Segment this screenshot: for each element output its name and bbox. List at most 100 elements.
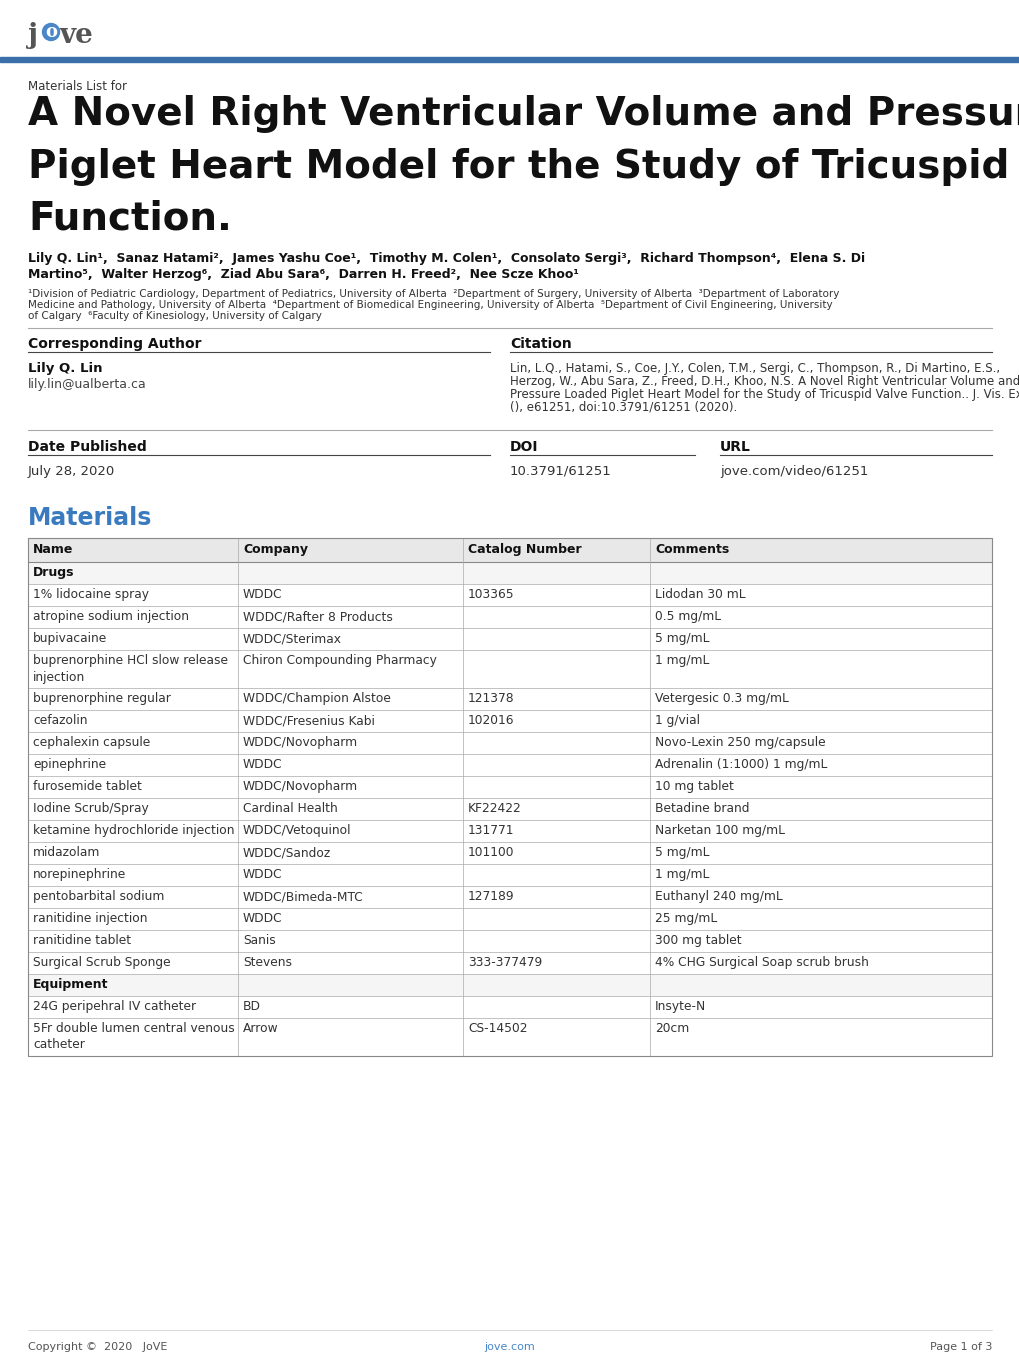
Bar bbox=[28, 885, 991, 909]
Text: WDDC/Champion Alstoe: WDDC/Champion Alstoe bbox=[243, 693, 390, 705]
Text: Comments: Comments bbox=[654, 543, 729, 555]
Text: ketamine hydrochloride injection: ketamine hydrochloride injection bbox=[33, 824, 234, 837]
Text: ve: ve bbox=[60, 22, 94, 49]
Text: WDDC/Novopharm: WDDC/Novopharm bbox=[243, 779, 358, 793]
Text: Lin, L.Q., Hatami, S., Coe, J.Y., Colen, T.M., Sergi, C., Thompson, R., Di Marti: Lin, L.Q., Hatami, S., Coe, J.Y., Colen,… bbox=[510, 363, 1000, 375]
Text: Page 1 of 3: Page 1 of 3 bbox=[928, 1342, 991, 1353]
Text: 5 mg/mL: 5 mg/mL bbox=[654, 846, 709, 860]
Bar bbox=[0, 57, 1019, 62]
Text: buprenorphine HCl slow release
injection: buprenorphine HCl slow release injection bbox=[33, 655, 228, 683]
Text: WDDC/Sandoz: WDDC/Sandoz bbox=[243, 846, 331, 860]
Text: 5Fr double lumen central venous
catheter: 5Fr double lumen central venous catheter bbox=[33, 1023, 234, 1051]
Text: Copyright ©  2020   JoVE: Copyright © 2020 JoVE bbox=[28, 1342, 167, 1353]
Text: 131771: 131771 bbox=[468, 824, 514, 837]
Text: ranitidine injection: ranitidine injection bbox=[33, 913, 148, 925]
Text: 300 mg tablet: 300 mg tablet bbox=[654, 934, 741, 947]
Text: URL: URL bbox=[719, 440, 750, 454]
Text: Name: Name bbox=[33, 543, 73, 555]
Text: Herzog, W., Abu Sara, Z., Freed, D.H., Khoo, N.S. A Novel Right Ventricular Volu: Herzog, W., Abu Sara, Z., Freed, D.H., K… bbox=[510, 375, 1019, 388]
Bar bbox=[28, 974, 991, 995]
Bar bbox=[28, 930, 991, 952]
Bar bbox=[28, 689, 991, 710]
Text: Lily Q. Lin: Lily Q. Lin bbox=[28, 363, 102, 375]
Text: Lidodan 30 mL: Lidodan 30 mL bbox=[654, 588, 745, 602]
Text: Function.: Function. bbox=[28, 200, 231, 238]
Text: 5 mg/mL: 5 mg/mL bbox=[654, 631, 709, 645]
Bar bbox=[28, 952, 991, 974]
Bar bbox=[28, 995, 991, 1018]
Text: of Calgary  ⁶Faculty of Kinesiology, University of Calgary: of Calgary ⁶Faculty of Kinesiology, Univ… bbox=[28, 311, 322, 320]
Text: Euthanyl 240 mg/mL: Euthanyl 240 mg/mL bbox=[654, 889, 782, 903]
Text: WDDC: WDDC bbox=[243, 868, 282, 881]
Text: Date Published: Date Published bbox=[28, 440, 147, 454]
Text: CS-14502: CS-14502 bbox=[468, 1023, 527, 1035]
Bar bbox=[28, 820, 991, 842]
Bar bbox=[28, 864, 991, 885]
Text: 121378: 121378 bbox=[468, 693, 515, 705]
Text: WDDC/Fresenius Kabi: WDDC/Fresenius Kabi bbox=[243, 714, 375, 727]
Text: Adrenalin (1:1000) 1 mg/mL: Adrenalin (1:1000) 1 mg/mL bbox=[654, 758, 826, 771]
Text: atropine sodium injection: atropine sodium injection bbox=[33, 610, 189, 623]
Bar bbox=[28, 1018, 991, 1057]
Text: 102016: 102016 bbox=[468, 714, 514, 727]
Text: Insyte-N: Insyte-N bbox=[654, 999, 705, 1013]
Text: WDDC: WDDC bbox=[243, 913, 282, 925]
Text: Cardinal Health: Cardinal Health bbox=[243, 803, 337, 815]
Text: Iodine Scrub/Spray: Iodine Scrub/Spray bbox=[33, 803, 149, 815]
Text: cefazolin: cefazolin bbox=[33, 714, 88, 727]
Text: Materials: Materials bbox=[28, 507, 152, 530]
Text: Vetergesic 0.3 mg/mL: Vetergesic 0.3 mg/mL bbox=[654, 693, 788, 705]
Text: cephalexin capsule: cephalexin capsule bbox=[33, 736, 150, 750]
Text: 103365: 103365 bbox=[468, 588, 515, 602]
Bar bbox=[28, 909, 991, 930]
Text: KF22422: KF22422 bbox=[468, 803, 522, 815]
Text: 10 mg tablet: 10 mg tablet bbox=[654, 779, 733, 793]
Bar bbox=[28, 562, 991, 584]
Text: Drugs: Drugs bbox=[33, 566, 74, 579]
Text: 1 mg/mL: 1 mg/mL bbox=[654, 868, 708, 881]
Text: pentobarbital sodium: pentobarbital sodium bbox=[33, 889, 164, 903]
Text: epinephrine: epinephrine bbox=[33, 758, 106, 771]
Text: 4% CHG Surgical Soap scrub brush: 4% CHG Surgical Soap scrub brush bbox=[654, 956, 868, 970]
Text: 1% lidocaine spray: 1% lidocaine spray bbox=[33, 588, 149, 602]
Bar bbox=[28, 538, 991, 562]
Text: WDDC: WDDC bbox=[243, 758, 282, 771]
Bar bbox=[28, 606, 991, 627]
Text: WDDC/Sterimax: WDDC/Sterimax bbox=[243, 631, 341, 645]
Text: buprenorphine regular: buprenorphine regular bbox=[33, 693, 171, 705]
Text: WDDC/Bimeda-MTC: WDDC/Bimeda-MTC bbox=[243, 889, 364, 903]
Text: 127189: 127189 bbox=[468, 889, 515, 903]
Text: Narketan 100 mg/mL: Narketan 100 mg/mL bbox=[654, 824, 785, 837]
Bar bbox=[28, 538, 991, 1057]
Text: Citation: Citation bbox=[510, 337, 572, 350]
Text: lily.lin@ualberta.ca: lily.lin@ualberta.ca bbox=[28, 378, 147, 391]
Text: 101100: 101100 bbox=[468, 846, 514, 860]
Text: norepinephrine: norepinephrine bbox=[33, 868, 126, 881]
Text: j: j bbox=[28, 22, 38, 49]
Text: 20cm: 20cm bbox=[654, 1023, 689, 1035]
Text: 1 g/vial: 1 g/vial bbox=[654, 714, 699, 727]
Text: WDDC/Vetoquinol: WDDC/Vetoquinol bbox=[243, 824, 352, 837]
Text: DOI: DOI bbox=[510, 440, 538, 454]
Text: A Novel Right Ventricular Volume and Pressure Loaded: A Novel Right Ventricular Volume and Pre… bbox=[28, 95, 1019, 133]
Text: ¹Division of Pediatric Cardiology, Department of Pediatrics, University of Alber: ¹Division of Pediatric Cardiology, Depar… bbox=[28, 289, 839, 299]
Text: BD: BD bbox=[243, 999, 261, 1013]
Text: 1 mg/mL: 1 mg/mL bbox=[654, 655, 708, 667]
Text: WDDC/Novopharm: WDDC/Novopharm bbox=[243, 736, 358, 750]
Bar bbox=[28, 799, 991, 820]
Text: midazolam: midazolam bbox=[33, 846, 100, 860]
Text: 10.3791/61251: 10.3791/61251 bbox=[510, 464, 611, 478]
Text: Medicine and Pathology, University of Alberta  ⁴Department of Biomedical Enginee: Medicine and Pathology, University of Al… bbox=[28, 300, 832, 310]
Text: 333-377479: 333-377479 bbox=[468, 956, 542, 970]
Text: Piglet Heart Model for the Study of Tricuspid Valve: Piglet Heart Model for the Study of Tric… bbox=[28, 148, 1019, 186]
Text: Catalog Number: Catalog Number bbox=[468, 543, 581, 555]
Circle shape bbox=[43, 23, 59, 41]
Text: 24G peripehral IV catheter: 24G peripehral IV catheter bbox=[33, 999, 196, 1013]
Text: 0.5 mg/mL: 0.5 mg/mL bbox=[654, 610, 720, 623]
Text: Equipment: Equipment bbox=[33, 978, 108, 991]
Text: Pressure Loaded Piglet Heart Model for the Study of Tricuspid Valve Function.. J: Pressure Loaded Piglet Heart Model for t… bbox=[510, 388, 1019, 401]
Text: Martino⁵,  Walter Herzog⁶,  Ziad Abu Sara⁶,  Darren H. Freed²,  Nee Scze Khoo¹: Martino⁵, Walter Herzog⁶, Ziad Abu Sara⁶… bbox=[28, 268, 579, 281]
Bar bbox=[28, 775, 991, 799]
Text: Corresponding Author: Corresponding Author bbox=[28, 337, 202, 350]
Text: WDDC/Rafter 8 Products: WDDC/Rafter 8 Products bbox=[243, 610, 392, 623]
